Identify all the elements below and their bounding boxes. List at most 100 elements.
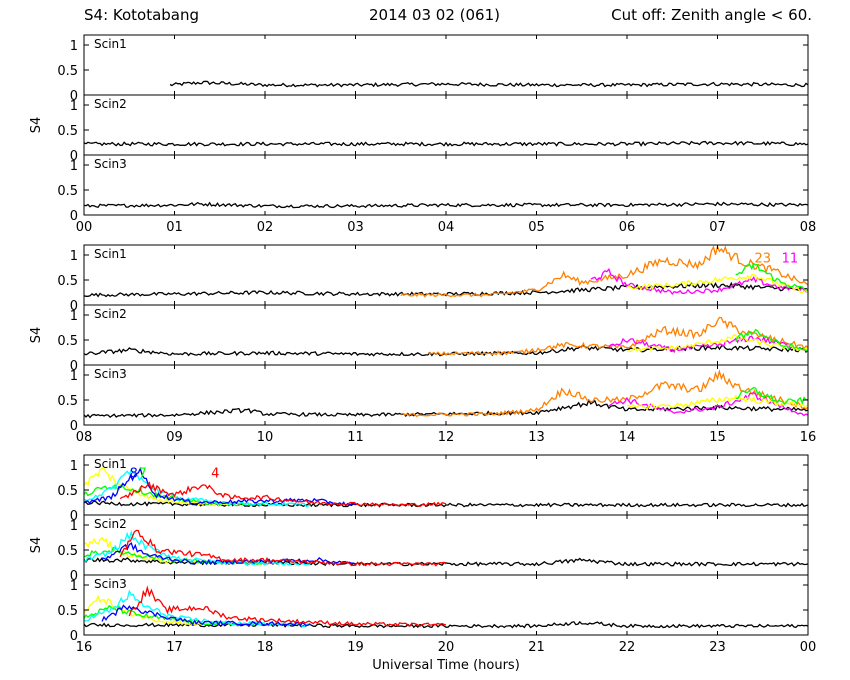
x-tick-label: 07 [709, 220, 726, 235]
y-axis-label: S4 [29, 327, 44, 344]
panel-frame [83, 454, 809, 516]
series-line-green [735, 262, 809, 291]
x-tick-label: 11 [347, 430, 364, 445]
y-tick-label: 0 [70, 299, 78, 314]
y-tick-label: 0.5 [57, 544, 78, 559]
series-line-blue [101, 542, 356, 566]
y-tick-label: 0 [70, 209, 78, 224]
panel-label: Scin1 [94, 247, 127, 261]
y-tick-label: 0 [70, 629, 78, 644]
series-line-red [119, 529, 447, 567]
x-tick-label: 10 [257, 430, 274, 445]
series-line-green [735, 328, 809, 352]
series-line-black [169, 80, 809, 88]
series-line-blue [83, 466, 356, 507]
series-line-yellow [626, 334, 809, 353]
panel-label: Scin1 [94, 37, 127, 51]
panel-frame [83, 154, 809, 216]
y-tick-label: 1 [70, 579, 78, 594]
y-tick-label: 0.5 [57, 484, 78, 499]
y-tick-label: 1 [70, 369, 78, 384]
y-tick-label: 0.5 [57, 124, 78, 139]
panel-2-3: Scin3 0 0.5 1 [57, 364, 809, 434]
x-tick-label: 18 [257, 640, 274, 655]
y-tick-label: 0 [70, 359, 78, 374]
series-line-cyan [83, 529, 311, 566]
prn-annotation: 11 [782, 252, 799, 267]
x-tick-label: 20 [438, 640, 455, 655]
x-tick-label: 04 [438, 220, 455, 235]
y-tick-label: 0 [70, 419, 78, 434]
x-tick-label: 14 [619, 430, 636, 445]
y-axis-label: S4 [29, 117, 44, 134]
x-tick-label: 19 [347, 640, 364, 655]
series-line-magenta [608, 335, 809, 354]
y-tick-label: 1 [70, 459, 78, 474]
panel-1-2: Scin2 0 0.5 1 [57, 94, 809, 164]
panel-3-1: Scin1 0 0.5 1 [57, 454, 809, 524]
x-tick-label: 06 [619, 220, 636, 235]
panel-label: Scin3 [94, 367, 127, 381]
x-tick-label: 05 [528, 220, 545, 235]
y-tick-label: 0.5 [57, 184, 78, 199]
y-tick-label: 1 [70, 39, 78, 54]
x-tick-label: 00 [800, 640, 817, 655]
series-line-orange [400, 368, 809, 418]
series-line-black [83, 140, 809, 147]
y-axis-label: S4 [29, 537, 44, 554]
x-tick-label: 01 [166, 220, 183, 235]
prn-annotation: 7 [139, 467, 147, 482]
y-tick-label: 0.5 [57, 274, 78, 289]
series-line-yellow [83, 594, 202, 627]
date-title: 2014 03 02 (061) [369, 6, 500, 24]
panel-1-1: Scin1 0 0.5 1 [57, 34, 809, 104]
cutoff-title: Cut off: Zenith angle < 60. [611, 6, 812, 24]
x-tick-label: 12 [438, 430, 455, 445]
x-tick-label: 23 [709, 640, 726, 655]
panel-frame [83, 94, 809, 156]
x-axis-label: Universal Time (hours) [372, 658, 520, 673]
panel-label: Scin2 [94, 517, 127, 531]
x-tick-label: 03 [347, 220, 364, 235]
panel-label: Scin3 [94, 157, 127, 171]
series-line-yellow [626, 394, 809, 410]
series-line-red [119, 481, 447, 507]
prn-annotation: 4 [211, 467, 219, 482]
panel-2-2: Scin2 0 0.5 1 [57, 304, 809, 374]
y-tick-label: 0 [70, 89, 78, 104]
x-tick-label: 21 [528, 640, 545, 655]
y-tick-label: 1 [70, 519, 78, 534]
panel-label: Scin3 [94, 577, 127, 591]
y-tick-label: 0 [70, 149, 78, 164]
panel-frame [83, 364, 809, 426]
series-line-black [83, 281, 809, 298]
x-tick-label: 15 [709, 430, 726, 445]
x-tick-label: 13 [528, 430, 545, 445]
series-line-orange [400, 244, 809, 298]
y-tick-label: 0.5 [57, 604, 78, 619]
x-tick-label: 09 [166, 430, 183, 445]
y-tick-label: 0.5 [57, 394, 78, 409]
y-tick-label: 0.5 [57, 64, 78, 79]
x-tick-label: 22 [619, 640, 636, 655]
panel-label: Scin2 [94, 307, 127, 321]
series-line-blue [101, 604, 311, 627]
x-tick-label: 08 [76, 430, 93, 445]
panel-3-2: Scin2 0 0.5 1 [57, 514, 809, 584]
series-line-orange [427, 316, 809, 356]
prn-annotation: 23 [754, 252, 771, 267]
y-tick-label: 0 [70, 569, 78, 584]
x-tick-label: 16 [800, 430, 817, 445]
panel-label: Scin1 [94, 457, 127, 471]
series-line-black [83, 620, 809, 629]
series-line-magenta [608, 392, 809, 417]
series-line-cyan [83, 468, 311, 508]
y-tick-label: 1 [70, 159, 78, 174]
x-tick-label: 02 [257, 220, 274, 235]
y-tick-label: 1 [70, 99, 78, 114]
panel-3-3: Scin3 0 0.5 1 [57, 574, 809, 644]
panel-frame [83, 34, 809, 96]
x-tick-label: 16 [76, 640, 93, 655]
x-tick-label: 17 [166, 640, 183, 655]
